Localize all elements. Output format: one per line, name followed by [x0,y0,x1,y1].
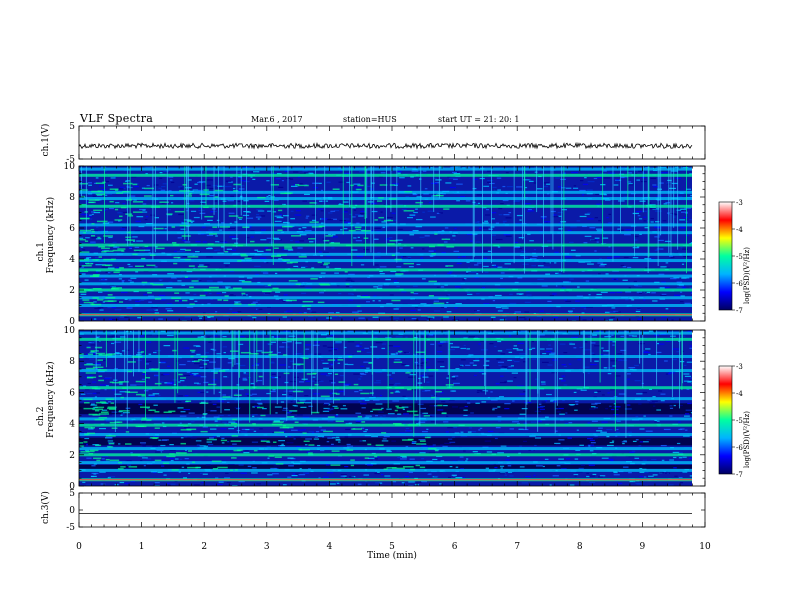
frequency-band [79,288,692,292]
colorbar-tick-label: -6 [736,280,743,288]
ytick-label: 5 [69,122,75,132]
frequency-band [79,369,692,373]
date-label: Mar.6 , 2017 [251,115,303,124]
ytick-label: 2 [69,451,75,461]
ytick-label: 8 [69,193,75,203]
frequency-band [79,433,692,437]
frequency-band [79,296,692,300]
xtick-label: 7 [514,542,520,552]
ytick-label: 8 [69,357,75,367]
frequency-band [79,304,692,307]
colorbar-tick-label: -4 [736,226,743,234]
frequency-band [79,231,692,235]
frequency-band [79,397,692,401]
ytick-label: 0 [69,317,75,327]
frequency-band [79,447,692,451]
colorbar-tick-label: -7 [736,307,743,315]
xtick-label: 6 [452,542,458,552]
frequency-band [79,331,692,335]
start-time-label: start UT = 21: 20: 1 [438,115,520,124]
ytick-label: 6 [69,224,75,234]
panel-ylabel: ch.3(V) [40,491,51,524]
frequency-band [79,282,692,286]
xtick-label: 0 [76,542,82,552]
ytick-label: 4 [69,420,75,430]
dark-band [79,403,692,415]
frequency-band [79,223,692,227]
panel-channel-label: ch.1 [36,242,46,261]
colorbar-tick-label: -6 [736,444,743,452]
frequency-band [79,453,692,457]
spectrogram-image-1 [79,166,692,321]
ytick-label: -5 [66,155,75,165]
station-label: station=HUS [343,115,397,124]
xtick-label: 1 [139,542,145,552]
panel-ylabel: Frequency (kHz) [45,361,56,438]
frequency-band [79,197,692,201]
xtick-label: 3 [264,542,270,552]
frequency-band [79,386,692,390]
panel-ylabel: ch.1(V) [40,124,51,157]
frequency-band [79,355,692,359]
colorbar-tick-label: -3 [736,363,743,371]
xtick-label: 10 [699,542,711,552]
x-axis-label: Time (min) [367,550,417,561]
frequency-band [79,337,692,341]
ytick-label: 0 [69,506,75,516]
ch1-waveform-trace [78,141,693,150]
ytick-label: 0 [69,482,75,492]
xtick-label: 8 [577,542,583,552]
dark-band [79,437,692,446]
panel-ylabel: Frequency (kHz) [45,197,56,274]
chart-title: VLF Spectra [80,112,154,125]
frequency-band [79,423,692,427]
colorbar-label: log(PSD)(V²/Hz) [743,411,751,468]
frequency-band [79,268,692,272]
colorbar-1 [718,201,733,311]
frequency-band [79,417,692,421]
xtick-label: 5 [389,542,395,552]
colorbar-tick-label: -5 [736,417,743,425]
xtick-label: 4 [327,542,333,552]
colorbar-tick-label: -7 [736,471,743,479]
waveform-frame-3 [78,492,706,528]
xtick-label: 2 [201,542,207,552]
xtick-label: 9 [640,542,646,552]
ytick-label: 5 [69,489,75,499]
frequency-band [79,173,692,177]
frequency-band [79,243,692,247]
colorbar-tick-label: -3 [736,199,743,207]
frequency-band [79,259,692,263]
frequency-band [79,468,692,472]
ytick-label: -5 [66,523,75,533]
panel-channel-label: ch.2 [36,407,46,426]
frequency-band [79,461,692,465]
ytick-label: 2 [69,286,75,296]
colorbar-label: log(PSD)(V²/Hz) [743,247,751,304]
frequency-band [79,190,692,194]
frequency-band [79,167,692,171]
colorbar-tick-label: -5 [736,253,743,261]
spectrogram-image-2 [79,330,692,486]
ytick-label: 10 [64,162,76,172]
ytick-label: 10 [64,326,76,336]
frequency-band [79,252,692,256]
colorbar-tick-label: -4 [736,390,743,398]
colorbar-2 [718,365,733,475]
ytick-label: 4 [69,255,75,265]
ytick-label: 6 [69,388,75,398]
frequency-band [79,274,692,278]
dark-band [79,464,692,469]
